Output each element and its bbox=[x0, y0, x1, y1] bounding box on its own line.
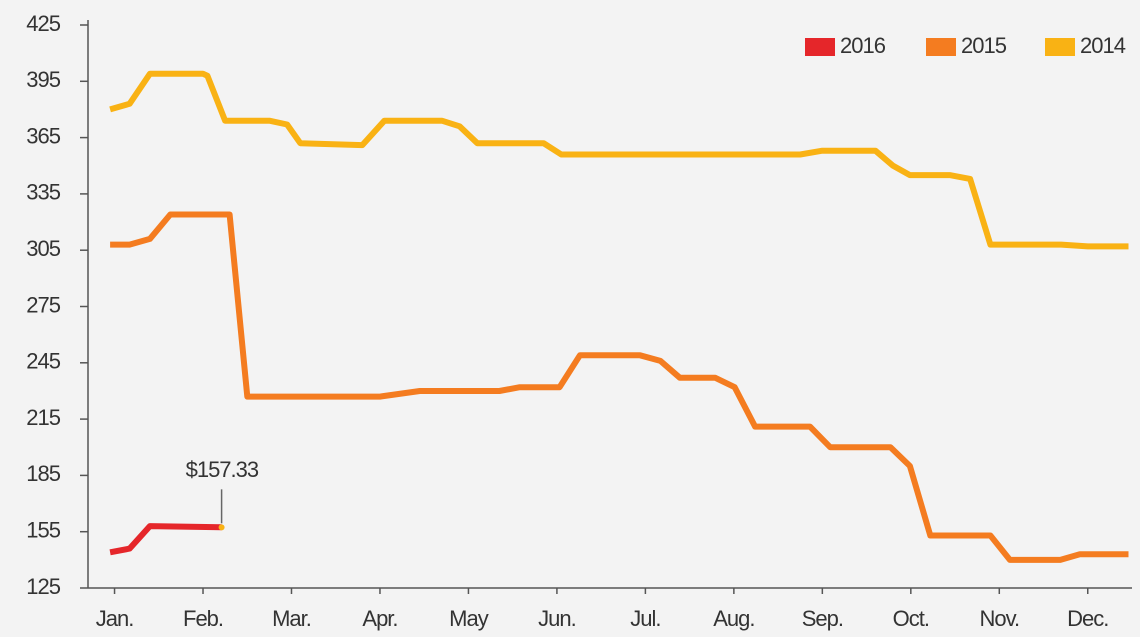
y-tick-label: 395 bbox=[26, 67, 60, 92]
annotation: $157.33 bbox=[186, 457, 259, 482]
y-tick-label: 215 bbox=[26, 405, 60, 430]
x-tick-label: Jun. bbox=[538, 606, 576, 631]
annotation-point bbox=[218, 524, 225, 531]
line-series bbox=[109, 70, 1129, 250]
y-tick-label: 365 bbox=[26, 123, 60, 148]
y-tick-label: 245 bbox=[26, 349, 60, 374]
legend-swatch bbox=[1045, 38, 1075, 56]
x-tick-label: Mar. bbox=[272, 606, 311, 631]
legend-label: 2014 bbox=[1080, 33, 1126, 58]
legend-label: 2016 bbox=[840, 33, 886, 58]
x-tick-label: Aug. bbox=[713, 606, 754, 631]
x-tick-label: Oct. bbox=[893, 606, 929, 631]
legend-swatch bbox=[805, 38, 835, 56]
legend-swatch bbox=[926, 38, 956, 56]
y-tick-label: 335 bbox=[26, 180, 60, 205]
y-tick-label: 155 bbox=[26, 518, 60, 543]
x-tick-label: Nov. bbox=[979, 606, 1019, 631]
legend-label: 2015 bbox=[961, 33, 1007, 58]
y-tick-label: 125 bbox=[26, 574, 60, 599]
y-tick-label: 305 bbox=[26, 236, 60, 261]
x-tick-label: Dec. bbox=[1067, 606, 1108, 631]
x-tick-label: Apr. bbox=[362, 606, 397, 631]
x-tick-label: Jul. bbox=[630, 606, 660, 631]
x-tick-label: Feb. bbox=[183, 606, 223, 631]
x-tick-label: Sep. bbox=[802, 606, 843, 631]
line-series bbox=[109, 523, 222, 556]
y-tick-label: 275 bbox=[26, 292, 60, 317]
x-tick-label: Jan. bbox=[96, 606, 134, 631]
y-tick-label: 185 bbox=[26, 461, 60, 486]
x-tick-label: May bbox=[449, 606, 489, 631]
line-series bbox=[110, 211, 1129, 563]
y-tick-label: 425 bbox=[26, 11, 60, 36]
